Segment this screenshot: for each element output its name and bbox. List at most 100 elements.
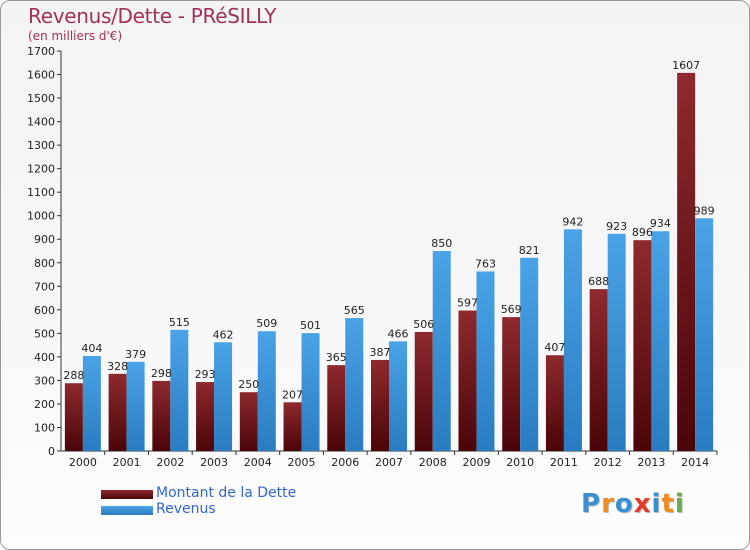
bar-dette [502,317,521,451]
value-label-revenus: 942 [562,215,583,228]
x-tick-label: 2010 [506,456,534,469]
bars [64,72,714,451]
value-label-revenus: 821 [519,244,540,257]
bar-dette [108,373,127,451]
bar-dette [239,392,258,451]
chart-subtitle: (en milliers d'€) [28,29,123,43]
bar-revenus [257,331,276,451]
legend-swatch-dette [101,490,153,499]
value-label-revenus: 763 [475,257,496,270]
y-tick-label: 400 [34,351,55,364]
y-tick-label: 300 [34,374,55,387]
value-label-dette: 288 [63,369,84,382]
bar-dette [414,331,433,451]
value-label-dette: 387 [370,346,391,359]
x-tick-label: 2002 [156,456,184,469]
bar-revenus [126,361,145,451]
x-tick-label: 2011 [550,456,578,469]
y-tick-label: 800 [34,257,55,270]
bar-revenus [607,233,626,451]
value-label-dette: 506 [413,318,434,331]
y-tick-label: 1700 [27,45,55,58]
bar-dette [677,72,696,451]
y-tick-label: 100 [34,421,55,434]
bar-dette [371,359,389,451]
x-tick-label: 2007 [375,456,403,469]
bar-revenus [476,271,495,451]
x-tick-label: 2012 [594,456,622,469]
value-label-revenus: 923 [606,220,627,233]
bar-revenus [520,257,539,451]
x-tick-label: 2013 [637,456,665,469]
x-tick-label: 2006 [331,456,359,469]
y-tick-label: 700 [34,280,55,293]
value-label-dette: 1607 [672,59,700,72]
value-label-revenus: 379 [125,348,146,361]
bar-revenus [432,251,451,451]
y-tick-label: 0 [48,445,55,458]
x-tick-label: 2004 [244,456,272,469]
value-label-revenus: 501 [300,319,321,332]
y-tick-label: 1300 [27,139,55,152]
value-label-dette: 298 [151,367,172,380]
chart-title: Revenus/Dette - PRéSILLY [28,4,277,28]
x-tick-label: 2003 [200,456,228,469]
value-label-revenus: 509 [256,317,277,330]
legend-label-revenus: Revenus [156,501,216,517]
bar-dette [458,310,477,451]
value-label-revenus: 850 [431,237,452,250]
bar-dette [633,240,652,451]
y-tick-label: 600 [34,304,55,317]
value-label-dette: 365 [326,351,347,364]
bar-dette [196,382,215,451]
y-tick-label: 1200 [27,163,55,176]
x-tick-label: 2009 [462,456,490,469]
x-tick-label: 2005 [288,456,316,469]
y-tick-label: 900 [34,233,55,246]
value-label-dette: 688 [588,275,609,288]
x-tick-label: 2001 [113,456,141,469]
bar-revenus [563,229,582,451]
value-label-revenus: 515 [169,316,190,329]
bar-revenus [301,333,320,451]
bar-revenus [170,329,189,451]
bar-dette [283,402,302,451]
y-tick-label: 1600 [27,69,55,82]
bar-dette [327,365,346,451]
value-label-revenus: 989 [694,204,715,217]
value-label-revenus: 404 [81,342,102,355]
value-label-revenus: 462 [213,328,234,341]
bar-revenus [214,342,233,451]
value-label-dette: 293 [195,368,216,381]
y-tick-label: 500 [34,327,55,340]
bar-dette [64,383,83,451]
x-tick-label: 2008 [419,456,447,469]
y-tick-label: 1400 [27,116,55,129]
proxiti-logo: Proxiti [581,489,685,519]
bar-dette [589,289,608,451]
bar-revenus [651,231,670,451]
value-label-revenus: 565 [344,304,365,317]
value-label-revenus: 466 [388,327,409,340]
value-label-dette: 207 [282,388,303,401]
value-label-dette: 597 [457,297,478,310]
value-label-dette: 569 [501,303,522,316]
y-tick-label: 200 [34,398,55,411]
bar-revenus [345,318,364,451]
x-tick-label: 2000 [69,456,97,469]
legend-swatch-revenus [101,506,153,515]
value-label-dette: 896 [632,226,653,239]
bar-revenus [82,355,101,451]
value-label-dette: 250 [238,378,259,391]
axes: 0 100 200 300 400 500 600 700 800 900 1000 1100 1200… [27,45,718,469]
value-label-dette: 328 [107,360,128,373]
y-tick-label: 1500 [27,92,55,105]
bar-dette [545,355,564,451]
value-label-dette: 407 [544,341,565,354]
value-label-revenus: 934 [650,217,671,230]
bar-revenus [695,218,714,451]
y-tick-label: 1000 [27,210,55,223]
